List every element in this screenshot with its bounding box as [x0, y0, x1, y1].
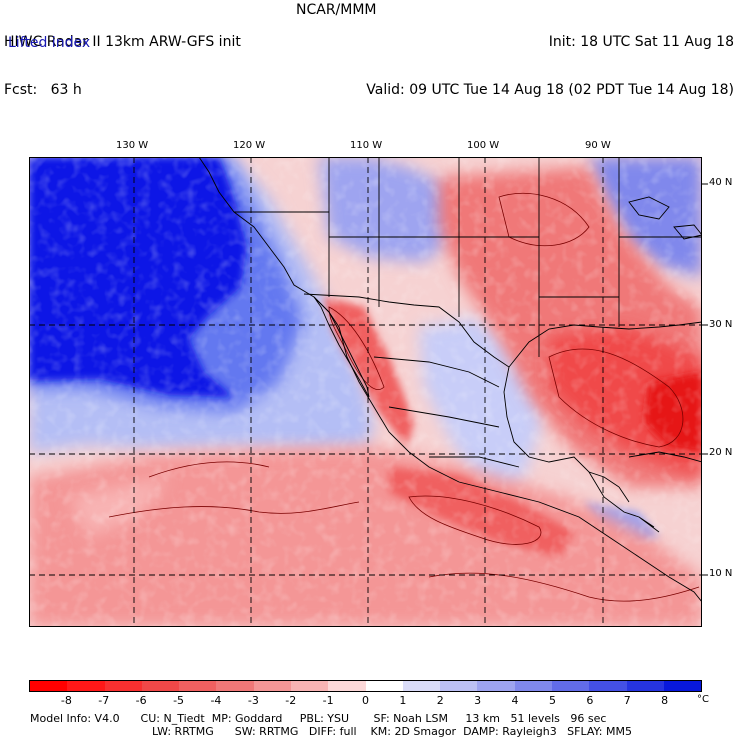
colorbar-tick-label: 8: [661, 694, 669, 707]
colorbar-tick-label: 3: [474, 694, 482, 707]
colorbar-tick-label: 6: [586, 694, 594, 707]
colorbar-swatch: [141, 681, 180, 691]
state-lines: [234, 157, 702, 357]
map-border: [29, 157, 702, 627]
us-mexico-border: [303, 293, 510, 368]
colorbar-tick-label: -1: [322, 694, 334, 707]
colorbar-tick-label: 4: [511, 694, 519, 707]
field-label: Lifted index: [8, 35, 91, 51]
model-info-line2: LW: RRTMG SW: RRTMG DIFF: full KM: 2D Sm…: [152, 725, 632, 738]
cuba-outline: [628, 451, 702, 463]
colorbar-swatch: [663, 681, 702, 691]
colorbar-tick-label: 7: [623, 694, 631, 707]
grid-lines: [29, 157, 702, 627]
valid-time: Valid: 09 UTC Tue 14 Aug 18 (02 PDT Tue …: [366, 82, 734, 98]
colorbar-tick-label: -3: [247, 694, 259, 707]
model-info-line1: Model Info: V4.0 CU: N_Tiedt MP: Goddard…: [30, 712, 607, 725]
lat-tick-marks: [702, 183, 708, 576]
colorbar-tick-label: -6: [135, 694, 147, 707]
colorbar-tick-label: -2: [285, 694, 297, 707]
lat-label-20n: 20 N: [709, 447, 733, 458]
colorbar-swatch: [402, 681, 441, 691]
great-lakes: [628, 196, 702, 240]
colorbar-tick-label: 1: [399, 694, 407, 707]
colorbar-swatch: [179, 681, 217, 691]
organization: NCAR/MMM: [296, 2, 377, 18]
colorbar-swatch: [30, 681, 68, 691]
colorbar-swatch: [104, 681, 142, 691]
colorbar-swatch: [626, 681, 664, 691]
colorbar-swatch: [440, 681, 478, 691]
lon-label-120w: 120 W: [233, 140, 266, 151]
header-left: HIWC Radar II 13km ARW-GFS init Fcst: 63…: [4, 2, 241, 114]
colorbar-swatch: [328, 681, 366, 691]
colorbar-swatch: [253, 681, 291, 691]
colorbar-swatch: [514, 681, 552, 691]
colorbar-swatch: [589, 681, 627, 691]
gulf-coast: [508, 321, 702, 368]
lon-label-90w: 90 W: [585, 140, 611, 151]
mexico-gulf-coast: [503, 366, 620, 488]
shading-layer: [29, 157, 702, 627]
colorbar-swatch: [290, 681, 329, 691]
pacific-coastline: [198, 157, 702, 603]
colorbar-tick-label: -5: [173, 694, 185, 707]
colorbar-tick-label: -4: [210, 694, 222, 707]
colorbar: [29, 680, 702, 692]
lat-label-40n: 40 N: [709, 177, 733, 188]
colorbar-tick-label: 0: [362, 694, 369, 707]
lon-label-110w: 110 W: [350, 140, 383, 151]
colorbar-swatch: [365, 681, 403, 691]
colorbar-tick-label: 5: [548, 694, 556, 707]
colorbar-tick-label: -8: [60, 694, 72, 707]
forecast-hour: Fcst: 63 h: [4, 82, 82, 98]
colorbar-swatch: [551, 681, 590, 691]
contour-lines: [108, 192, 700, 602]
lat-label-30n: 30 N: [709, 319, 733, 330]
central-america-borders: [588, 471, 660, 533]
colorbar-swatch: [216, 681, 254, 691]
mexico-state-lines: [373, 356, 520, 468]
init-time: Init: 18 UTC Sat 11 Aug 18: [548, 34, 734, 50]
colorbar-unit: °C: [697, 694, 709, 705]
colorbar-swatch: [477, 681, 515, 691]
lat-label-10n: 10 N: [709, 568, 733, 579]
political-borders: [198, 157, 702, 603]
lifted-index-map: [29, 157, 702, 627]
header-right: Init: 18 UTC Sat 11 Aug 18 Valid: 09 UTC…: [366, 2, 734, 114]
colorbar-swatch: [67, 681, 105, 691]
lon-label-130w: 130 W: [116, 140, 149, 151]
colorbar-tick-label: -7: [98, 694, 110, 707]
lon-label-100w: 100 W: [467, 140, 500, 151]
model-title: HIWC Radar II 13km ARW-GFS init: [4, 34, 241, 50]
colorbar-tick-label: 2: [436, 694, 444, 707]
